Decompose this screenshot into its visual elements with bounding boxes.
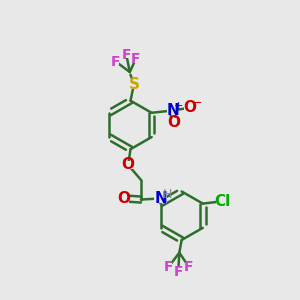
Bar	[123, 52, 130, 58]
Bar	[118, 194, 129, 203]
Text: H: H	[163, 188, 172, 201]
Text: Cl: Cl	[214, 194, 231, 209]
Text: F: F	[164, 260, 174, 274]
Bar	[154, 194, 167, 203]
Text: −: −	[191, 97, 202, 110]
Text: N: N	[154, 191, 167, 206]
Bar	[185, 263, 192, 270]
Bar	[184, 103, 196, 112]
Text: F: F	[122, 48, 131, 62]
Text: O: O	[122, 158, 135, 172]
Text: F: F	[111, 55, 121, 69]
Bar	[132, 56, 139, 63]
Text: F: F	[184, 260, 194, 274]
Bar	[175, 269, 182, 275]
Text: F: F	[173, 265, 183, 279]
Text: O: O	[167, 115, 180, 130]
Bar	[128, 80, 140, 89]
Text: F: F	[131, 52, 140, 66]
Text: +: +	[174, 101, 183, 111]
Text: O: O	[117, 191, 130, 206]
Bar	[167, 106, 178, 115]
Bar	[123, 160, 134, 169]
Bar	[112, 58, 119, 65]
Bar	[169, 118, 179, 126]
Bar	[216, 197, 229, 206]
Bar	[165, 263, 172, 270]
Text: O: O	[184, 100, 196, 115]
Text: S: S	[128, 76, 140, 92]
Text: N: N	[166, 103, 179, 118]
